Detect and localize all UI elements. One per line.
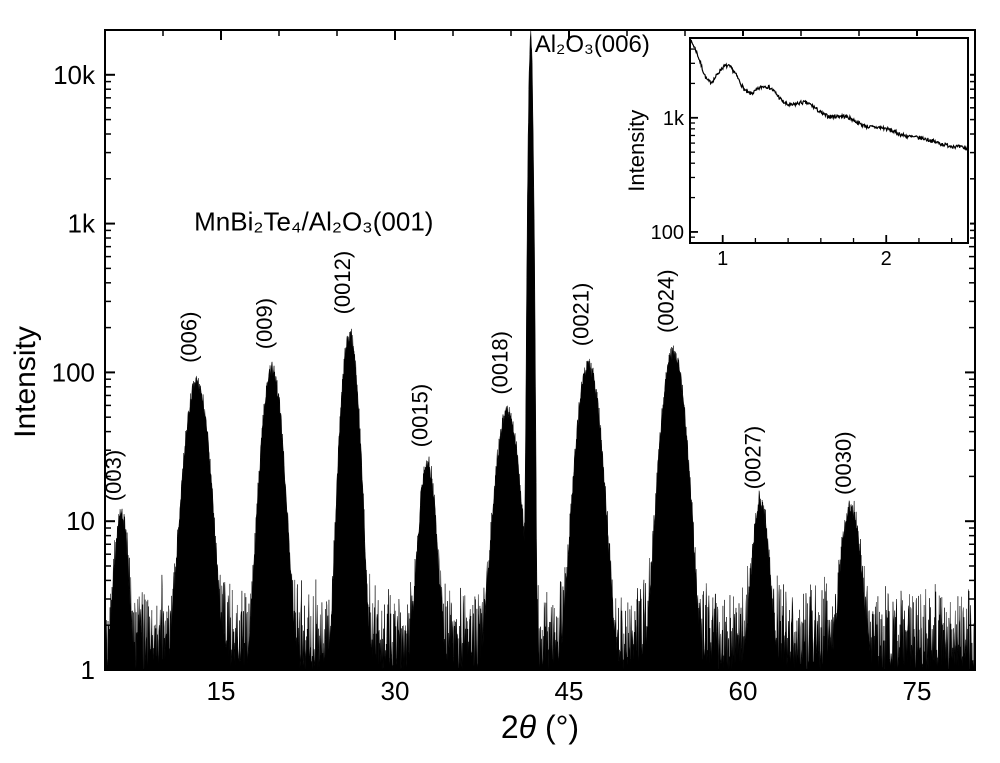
- y-axis-label: Intensity: [9, 326, 42, 438]
- inset-x-tick-label: 2: [881, 248, 892, 270]
- y-tick-label: 10: [66, 506, 95, 536]
- y-tick-label: 1k: [68, 209, 96, 239]
- peak-label: (0027): [740, 426, 765, 490]
- inset-y-tick-label: 100: [651, 222, 684, 244]
- peak-label: (0030): [831, 431, 856, 495]
- inset-x-tick-label: 1: [717, 248, 728, 270]
- x-tick-label: 60: [729, 676, 758, 706]
- substrate-peak-label: Al₂O₃(006): [535, 31, 650, 58]
- peak-label: (0018): [488, 331, 513, 395]
- peak-label: (003): [101, 450, 126, 501]
- peak-label: (009): [252, 298, 277, 349]
- sample-annotation: MnBi₂Te₄/Al₂O₃(001): [194, 206, 433, 236]
- peak-label: (0024): [653, 269, 678, 333]
- peak-label: (006): [177, 312, 202, 363]
- x-tick-label: 45: [555, 676, 584, 706]
- y-tick-label: 100: [52, 357, 95, 387]
- x-tick-label: 75: [903, 676, 932, 706]
- peak-label: (0021): [569, 283, 594, 347]
- y-tick-label: 1: [81, 655, 95, 685]
- x-axis-label: 2θ (°): [501, 709, 579, 745]
- x-tick-label: 30: [381, 676, 410, 706]
- x-tick-label: 15: [207, 676, 236, 706]
- peak-label: (0015): [407, 384, 432, 448]
- inset-y-axis-label: Intensity: [624, 110, 649, 192]
- peak-label: (0012): [330, 251, 355, 315]
- inset-y-tick-label: 1k: [663, 108, 685, 130]
- figure-stage: 15 30 45 60 75 2θ (°) 1 10 100 1k 10k Intensity (003…: [0, 0, 1000, 763]
- figure-svg: 15 30 45 60 75 2θ (°) 1 10 100 1k 10k Intensity (003…: [0, 0, 1000, 763]
- y-tick-label: 10k: [53, 60, 96, 90]
